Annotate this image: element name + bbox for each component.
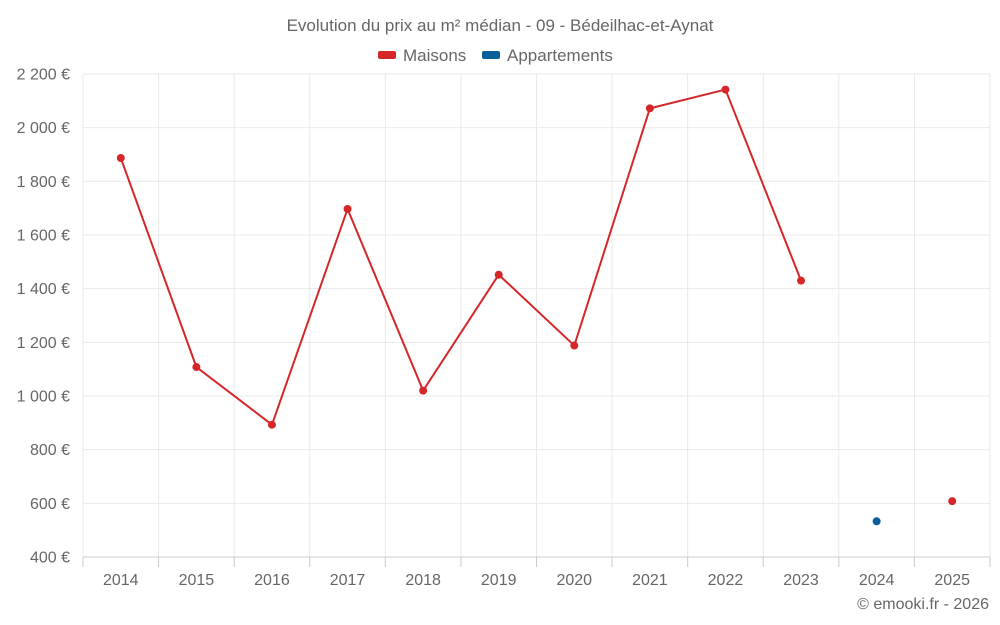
- x-axis: 2014 2015 2016 2017 2018 2019 2020 2021 2022 2023…: [82, 556, 991, 589]
- legend-swatch-maisons: [378, 51, 396, 59]
- data-point: [192, 363, 201, 372]
- data-point: [872, 517, 881, 526]
- data-point: [343, 204, 352, 213]
- data-point: [494, 270, 503, 279]
- y-tick-label: 1 200 €: [17, 335, 70, 352]
- x-tick-label: 2017: [330, 572, 366, 589]
- x-tick-label: 2019: [481, 572, 517, 589]
- x-tick-label: 2020: [556, 572, 592, 589]
- data-point: [645, 104, 654, 113]
- series-maisons: [116, 85, 957, 506]
- y-tick-label: 2 000 €: [17, 120, 70, 137]
- y-tick-label: 1 000 €: [17, 389, 70, 406]
- x-tick-label: 2023: [783, 572, 819, 589]
- y-tick-label: 1 600 €: [17, 228, 70, 245]
- x-tick-label: 2024: [859, 572, 895, 589]
- grid-lines: [82, 73, 991, 557]
- x-tick-label: 2014: [103, 572, 139, 589]
- data-point: [116, 153, 125, 162]
- legend: Maisons Appartements: [378, 46, 613, 65]
- x-tick-label: 2021: [632, 572, 668, 589]
- y-axis: 400 € 600 € 800 € 1 000 € 1 200 € 1 400 € 1 60…: [17, 67, 70, 567]
- y-tick-label: 1 400 €: [17, 281, 70, 298]
- chart-credit: © emooki.fr - 2026: [857, 596, 989, 613]
- data-point: [948, 497, 957, 506]
- chart-title: Evolution du prix au m² médian - 09 - Bé…: [287, 16, 714, 35]
- data-point: [419, 386, 428, 395]
- legend-swatch-appartements: [482, 51, 500, 59]
- y-tick-label: 400 €: [30, 550, 70, 567]
- data-point: [797, 276, 806, 285]
- series-layer: [116, 85, 957, 526]
- data-point: [267, 420, 276, 429]
- x-tick-label: 2025: [934, 572, 970, 589]
- series-appartements: [872, 517, 881, 526]
- y-tick-label: 600 €: [30, 496, 70, 513]
- x-tick-label: 2016: [254, 572, 290, 589]
- data-point: [721, 85, 730, 94]
- series-line: [119, 88, 802, 426]
- x-tick-label: 2018: [405, 572, 441, 589]
- legend-label-appartements: Appartements: [507, 46, 613, 65]
- x-tick-label: 2022: [708, 572, 744, 589]
- y-tick-label: 800 €: [30, 442, 70, 459]
- x-tick-label: 2015: [179, 572, 215, 589]
- y-tick-label: 1 800 €: [17, 174, 70, 191]
- y-tick-label: 2 200 €: [17, 67, 70, 84]
- data-point: [570, 341, 579, 350]
- legend-label-maisons: Maisons: [403, 46, 466, 65]
